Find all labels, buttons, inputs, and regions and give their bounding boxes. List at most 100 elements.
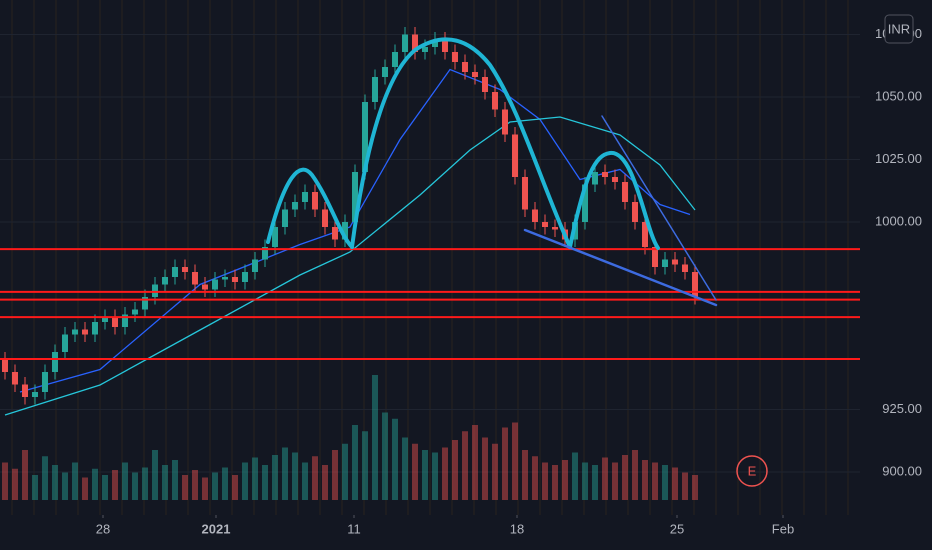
candle-body [132,309,138,315]
moving-averages [4,68,696,416]
candle-body [362,102,368,172]
head [350,37,572,249]
candle-body [522,177,528,210]
currency-badge[interactable] [884,14,914,44]
x-tick-label: 11 [347,521,361,536]
x-tick-label: 2021 [202,521,231,536]
currency[interactable]: INR [888,21,910,36]
candle-body [632,202,638,222]
volume-bar [2,462,8,500]
volume-bar [672,467,678,500]
volume-bar [212,472,218,500]
volume-bar [42,456,48,500]
candle-body [142,297,148,310]
candle-body [392,52,398,67]
volume-bar [342,443,348,500]
candle-body [332,227,338,240]
candle-body [2,359,8,372]
volume-bar [392,418,398,500]
volume-bar [412,443,418,500]
candle-body [422,47,428,52]
volume-bar [422,450,428,500]
candle-body [282,209,288,227]
volume-bar [242,462,248,500]
volume-bar [152,450,158,500]
event-circle[interactable] [736,455,768,487]
volume-bar [282,447,288,500]
volume-bar [352,425,358,500]
volume-bar [172,460,178,500]
candle-body [52,352,58,372]
candle-body [62,334,68,352]
volume-bar [32,475,38,500]
candle-body [112,317,118,327]
candle-body [92,322,98,335]
x-tick-label: 28 [96,521,110,536]
candle-body [512,134,518,177]
candle-body [622,182,628,202]
candle-body [462,62,468,72]
volume-bar [162,465,168,500]
volume-bar [502,427,508,500]
volume-bar [252,457,258,500]
candle-body [242,272,248,282]
candle-body [32,392,38,397]
candle-body [532,209,538,222]
volume-bar [562,460,568,500]
volume-bar [72,462,78,500]
volume-bar [632,450,638,500]
event-marker[interactable]: E [748,463,757,478]
volume-bar [692,475,698,500]
candle-body [502,109,508,135]
volume-bar [232,475,238,500]
volume-bar [82,477,88,500]
volume-bar [642,460,648,500]
volume-bar [682,472,688,500]
volume-bar [532,456,538,500]
drawings [266,37,718,307]
ma-line [19,68,691,393]
candle-body [552,227,558,230]
candle-body [272,227,278,247]
x-tick-label: 25 [670,521,684,536]
volume-bar [132,472,138,500]
candle-body [222,277,228,280]
volume-bar [272,455,278,500]
volume-bar [442,447,448,500]
volume-bar [12,468,18,500]
volume-bar [22,450,28,500]
candle-body [602,172,608,177]
candle-body [252,259,258,272]
candle-body [202,284,208,290]
candle-body [42,372,48,392]
candle-body [212,279,218,290]
candle-body [172,267,178,277]
candle-body [22,384,28,397]
volume-bar [322,465,328,500]
volume-bar [612,462,618,500]
volume-bar [662,465,668,500]
volume-bar [432,452,438,500]
y-tick-label: 900.00 [882,463,922,478]
x-axis: 28 2021 11 18 25 Feb [96,515,794,536]
volume-bar [112,470,118,500]
volume-bar [332,450,338,500]
neckline [523,228,718,307]
candle-body [162,277,168,285]
candle-body [82,329,88,335]
candle-body [382,67,388,77]
candle-body [472,72,478,77]
volume-bar [202,477,208,500]
volume-bar [462,431,468,500]
candle-body [302,192,308,202]
volume-bar [182,475,188,500]
price-axis [860,0,932,550]
candle-body [192,272,198,285]
volume-bar [302,462,308,500]
volume-bar [102,475,108,500]
candle-body [482,77,488,92]
x-tick-label: Feb [772,521,794,536]
y-tick-label: 1000.00 [875,213,922,228]
